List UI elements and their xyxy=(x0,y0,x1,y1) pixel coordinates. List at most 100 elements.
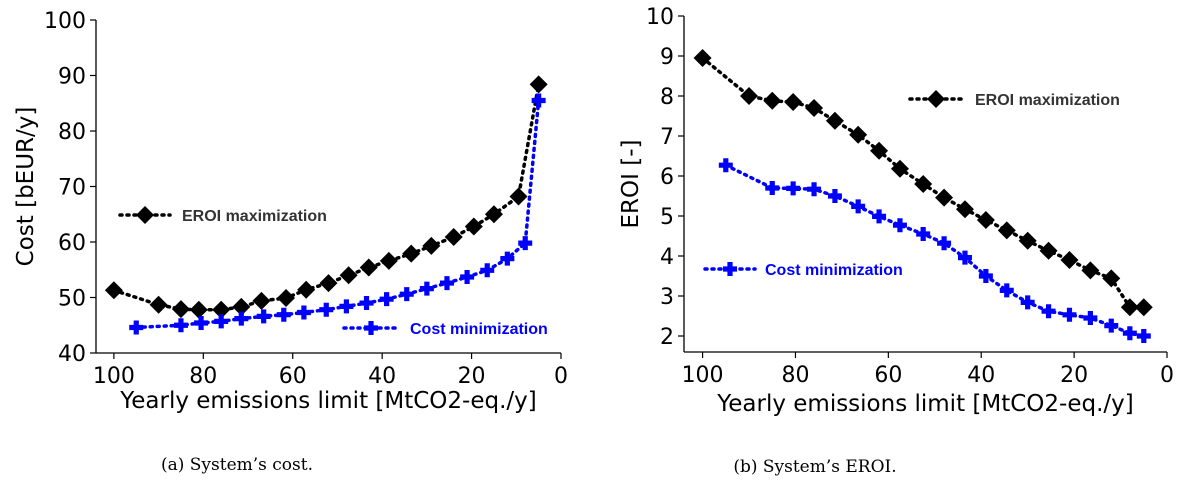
figure-caption: (a) System’s cost. xyxy=(161,455,313,475)
x-tick-label: 80 xyxy=(189,364,217,389)
x-tick-label: 60 xyxy=(874,363,902,388)
x-tick-label: 100 xyxy=(682,363,724,388)
cost-min-point xyxy=(872,209,887,224)
y-tick-label: 80 xyxy=(58,120,86,145)
legend-marker xyxy=(136,206,154,224)
cost-min-point xyxy=(439,276,454,291)
eroi-max-point xyxy=(149,295,168,314)
cost-min-point xyxy=(1020,295,1035,310)
eroi-max-point xyxy=(825,111,844,130)
cost-min-point xyxy=(937,236,952,251)
y-tick-label: 9 xyxy=(660,45,674,70)
y-tick-label: 100 xyxy=(44,9,86,34)
cost-min-point xyxy=(319,302,334,317)
x-axis-label: Yearly emissions limit [MtCO2-eq./y] xyxy=(119,388,536,414)
cost-min-point xyxy=(214,314,229,329)
eroi-max-point xyxy=(1102,269,1121,288)
cost-min-point xyxy=(978,269,993,283)
cost-min-point xyxy=(916,227,931,241)
eroi-max-point xyxy=(935,188,954,207)
eroi-max-point xyxy=(509,187,528,206)
eroi-max-point xyxy=(1039,241,1058,260)
eroi-max-point xyxy=(784,93,803,111)
eroi-max-point xyxy=(914,175,933,193)
eroi-max-point xyxy=(232,297,251,316)
eroi-max-point xyxy=(976,211,995,229)
eroi-max-point xyxy=(805,99,824,117)
cost-min-point xyxy=(1122,326,1137,341)
y-tick-label: 4 xyxy=(660,245,674,270)
cost-min-point xyxy=(851,199,866,214)
cost-min-point xyxy=(1041,304,1056,319)
x-axis-label: Yearly emissions limit [MtCO2-eq./y] xyxy=(716,391,1133,417)
eroi-max-point xyxy=(529,75,548,94)
cost-min-point xyxy=(460,269,475,284)
cost-min-point xyxy=(173,318,188,333)
figure-caption: (b) System’s EROI. xyxy=(733,457,896,477)
eroi-max-point xyxy=(1060,251,1079,269)
eroi-max-point xyxy=(890,159,909,178)
eroi-max-point xyxy=(1081,261,1100,280)
cost-min-point xyxy=(256,309,271,324)
cost-min-point xyxy=(807,182,822,197)
x-tick-label: 0 xyxy=(1160,363,1174,388)
eroi-max-point xyxy=(740,87,759,105)
eroi-max-point xyxy=(379,251,398,270)
cost-min-point xyxy=(296,305,311,320)
y-axis-label: Cost [bEUR/y] xyxy=(13,107,39,267)
y-tick-label: 10 xyxy=(646,5,674,30)
y-tick-label: 70 xyxy=(58,176,86,201)
cost-min-point xyxy=(765,181,780,195)
legend-label: Cost minimization xyxy=(765,262,903,279)
cost-min-point xyxy=(194,316,209,331)
y-tick-label: 40 xyxy=(58,342,86,367)
y-tick-label: 50 xyxy=(58,287,86,312)
eroi-max-point xyxy=(484,205,503,224)
eroi-max-point xyxy=(212,300,231,319)
eroi-max-point xyxy=(955,200,974,219)
eroi-max-point xyxy=(104,281,123,300)
eroi-max-point xyxy=(359,258,378,277)
cost-min-point xyxy=(1083,311,1098,325)
y-tick-label: 3 xyxy=(660,285,674,310)
y-tick-label: 6 xyxy=(660,165,674,190)
cost-min-point xyxy=(480,263,495,278)
cost-min-point xyxy=(419,281,434,296)
y-tick-label: 5 xyxy=(660,205,674,230)
eroi-max-point xyxy=(1134,298,1153,317)
legend-marker xyxy=(364,321,378,335)
x-tick-label: 60 xyxy=(279,364,307,389)
y-tick-label: 2 xyxy=(660,325,674,350)
legend-label: EROI maximization xyxy=(975,92,1120,109)
chart-a-cost: 40 50 60 70 80 90 100 100 80 60 40 20 0 Yearly emissi… xyxy=(13,9,568,475)
cost-min-point xyxy=(827,189,842,203)
cost-min-point xyxy=(957,250,972,265)
eroi-max-point xyxy=(171,300,190,319)
eroi-max-point xyxy=(422,236,441,255)
x-tick-label: 0 xyxy=(554,364,568,389)
eroi-max-point xyxy=(297,280,316,299)
eroi-max-point xyxy=(997,221,1016,240)
legend-marker xyxy=(927,90,945,108)
legend-label: Cost minimization xyxy=(410,321,548,338)
x-tick-label: 20 xyxy=(1060,363,1088,388)
eroi-max-point xyxy=(763,91,782,110)
cost-min-point xyxy=(1136,329,1151,343)
y-tick-label: 90 xyxy=(58,65,86,90)
cost-min-point xyxy=(786,181,801,196)
eroi-max-point xyxy=(339,266,358,285)
eroi-max-point xyxy=(1018,231,1037,250)
legend-label: EROI maximization xyxy=(182,208,327,225)
eroi-max-point xyxy=(444,228,463,247)
y-tick-label: 60 xyxy=(58,231,86,256)
eroi-max-point xyxy=(464,217,483,236)
y-tick-label: 7 xyxy=(660,125,674,150)
cost-min-point xyxy=(129,320,144,335)
cost-min-point xyxy=(999,283,1014,298)
cost-min-point xyxy=(234,311,249,326)
cost-min-point xyxy=(359,296,374,311)
eroi-max-point xyxy=(252,291,271,310)
y-tick-label: 8 xyxy=(660,85,674,110)
eroi-max-point xyxy=(870,141,889,160)
eroi-max-point xyxy=(277,289,296,308)
